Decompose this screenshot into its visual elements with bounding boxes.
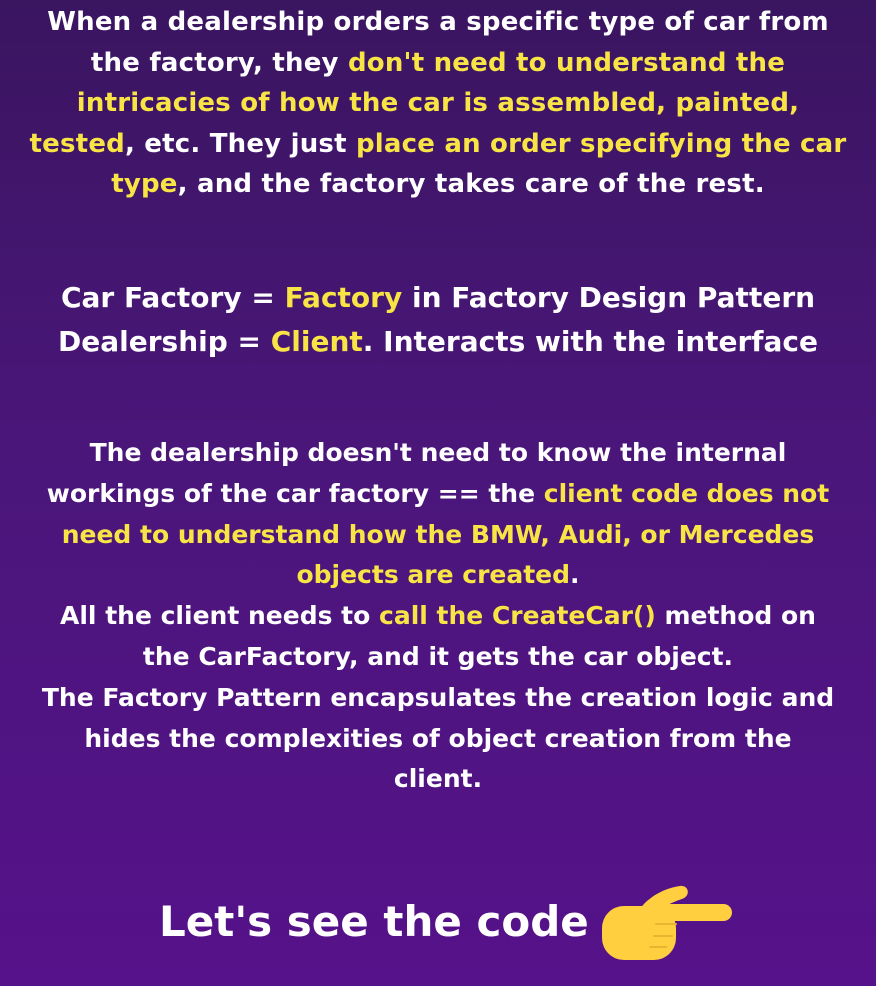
highlight-segment: place an order specifying the car bbox=[355, 128, 847, 159]
highlight-segment: don't need to understand the bbox=[347, 47, 786, 78]
highlight-segment: intricacies of how the car is assembled,… bbox=[76, 88, 800, 118]
text-segment: , etc. They just bbox=[124, 128, 356, 159]
text-line: tested, etc. They just place an order sp… bbox=[0, 124, 876, 165]
call-to-action: Let's see the code bbox=[0, 885, 876, 962]
highlight-segment: type bbox=[111, 169, 178, 199]
text-line: Dealership = Client. Interacts with the … bbox=[0, 320, 876, 364]
text-segment: All the client needs to bbox=[60, 601, 379, 631]
mapping-paragraph: Car Factory = Factory in Factory Design … bbox=[0, 276, 876, 364]
explanation-paragraph: The dealership doesn't need to know the … bbox=[0, 433, 876, 800]
text-line: The Factory Pattern encapsulates the cre… bbox=[0, 678, 876, 719]
text-segment: . bbox=[570, 560, 580, 590]
highlight-segment: client code does not bbox=[543, 478, 830, 508]
text-segment: The dealership doesn't need to know the … bbox=[89, 438, 787, 467]
text-line: need to understand how the BMW, Audi, or… bbox=[0, 515, 876, 556]
text-segment: Dealership = bbox=[58, 325, 271, 358]
text-segment: in Factory Design Pattern bbox=[402, 281, 816, 314]
text-line: workings of the car factory == the clien… bbox=[0, 474, 876, 515]
text-line: the factory, they don't need to understa… bbox=[0, 43, 876, 84]
text-line: client. bbox=[0, 759, 876, 800]
highlight-segment: need to understand how the BMW, Audi, or… bbox=[61, 519, 815, 549]
text-line: The dealership doesn't need to know the … bbox=[0, 433, 876, 474]
text-line: intricacies of how the car is assembled,… bbox=[0, 83, 876, 124]
text-line: objects are created. bbox=[0, 555, 876, 596]
text-segment: method on bbox=[655, 601, 816, 631]
pointing-right-hand-icon bbox=[602, 885, 732, 960]
text-segment: client. bbox=[393, 764, 483, 794]
text-segment: the factory, they bbox=[90, 47, 348, 78]
text-segment: workings of the car factory == the bbox=[46, 478, 544, 508]
highlight-segment: tested bbox=[29, 128, 125, 159]
highlight-segment: Client bbox=[270, 325, 363, 358]
text-line: hides the complexities of object creatio… bbox=[0, 719, 876, 760]
text-segment: When a dealership orders a specific type… bbox=[47, 7, 829, 37]
text-line: type, and the factory takes care of the … bbox=[0, 164, 876, 205]
highlight-segment: Factory bbox=[284, 281, 403, 314]
text-line: All the client needs to call the CreateC… bbox=[0, 596, 876, 637]
highlight-segment: objects are created bbox=[296, 560, 571, 590]
text-segment: The Factory Pattern encapsulates the cre… bbox=[41, 682, 835, 712]
cta-text: Let's see the code bbox=[159, 897, 589, 946]
text-segment: hides the complexities of object creatio… bbox=[84, 723, 792, 753]
intro-paragraph: When a dealership orders a specific type… bbox=[0, 2, 876, 205]
text-line: When a dealership orders a specific type… bbox=[0, 2, 876, 43]
text-segment: the CarFactory, and it gets the car obje… bbox=[142, 641, 734, 671]
text-segment: Car Factory = bbox=[60, 281, 285, 314]
text-line: Car Factory = Factory in Factory Design … bbox=[0, 276, 876, 320]
text-segment: . Interacts with the interface bbox=[362, 325, 818, 358]
highlight-segment: call the CreateCar() bbox=[379, 601, 656, 631]
text-segment: , and the factory takes care of the rest… bbox=[177, 169, 765, 199]
text-line: the CarFactory, and it gets the car obje… bbox=[0, 637, 876, 678]
